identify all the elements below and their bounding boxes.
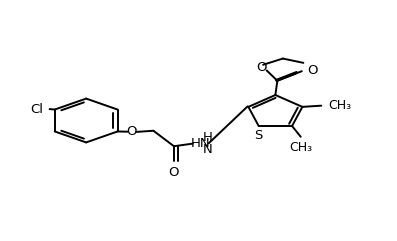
Text: O: O bbox=[307, 64, 318, 77]
Text: S: S bbox=[254, 129, 263, 142]
Text: CH₃: CH₃ bbox=[289, 141, 312, 154]
Text: CH₃: CH₃ bbox=[328, 99, 351, 112]
Text: O: O bbox=[256, 61, 267, 74]
Text: O: O bbox=[127, 125, 137, 138]
Text: Cl: Cl bbox=[31, 103, 44, 116]
Text: H
N: H N bbox=[203, 131, 212, 156]
Text: O: O bbox=[169, 166, 179, 179]
Text: HN: HN bbox=[191, 137, 210, 150]
